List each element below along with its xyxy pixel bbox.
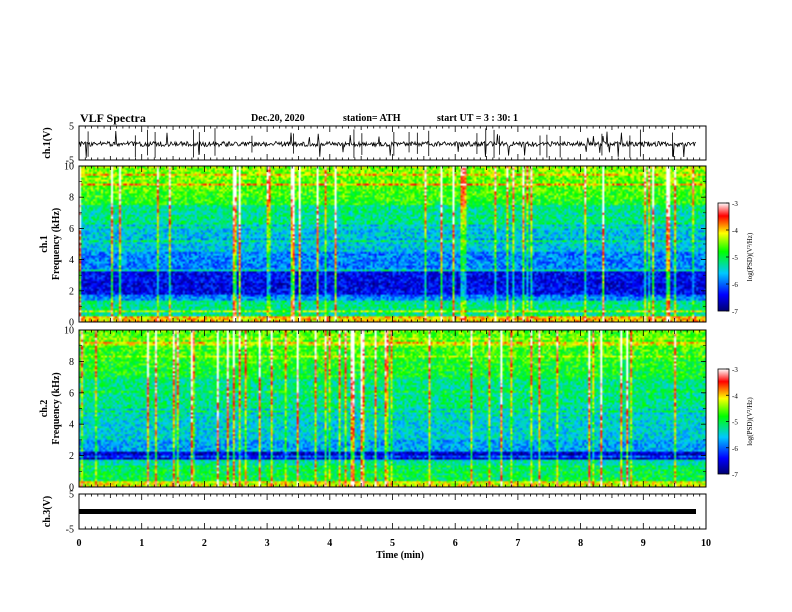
colorbar-tick-label-1: -7 — [732, 308, 738, 316]
y-tick-label-ch3: 5 — [69, 490, 74, 501]
y-tick-label-spec1: 6 — [69, 224, 74, 235]
x-tick-label: 5 — [390, 538, 395, 549]
x-tick-label: 1 — [139, 538, 144, 549]
y-tick-label-ch3: -5 — [66, 525, 74, 536]
y-tick-label-spec2: 6 — [69, 388, 74, 399]
colorbar-label-2: log(PSD)(V²/Hz) — [746, 397, 754, 446]
x-tick-label: 9 — [641, 538, 646, 549]
spectrogram-image-1 — [79, 166, 706, 322]
ch3-waveform-line — [79, 509, 696, 514]
x-tick-label: 10 — [701, 538, 711, 549]
y-axis-label-spec1: ch.1 — [39, 235, 50, 253]
y-tick-label-spec1: 4 — [69, 255, 74, 266]
start-time-label: start UT = 3 : 30: 1 — [437, 113, 519, 124]
y-axis-label-ch3: ch.3(V) — [42, 496, 53, 527]
colorbar-tick-label-2: -6 — [732, 445, 738, 453]
spectrogram-image-2 — [79, 330, 706, 487]
y-tick-label-spec1: 0 — [69, 318, 74, 329]
colorbar-tick-label-1: -3 — [732, 200, 738, 208]
colorbar-label-1: log(PSD)(V²/Hz) — [746, 232, 754, 281]
y-tick-label-spec2: 0 — [69, 483, 74, 494]
colorbar-tick-label-1: -6 — [732, 281, 738, 289]
colorbar-tick-label-2: -5 — [732, 419, 738, 427]
y-tick-label-spec2: 4 — [69, 420, 74, 431]
figure-title: VLF Spectra — [80, 111, 146, 125]
y-tick-label-spec2: 8 — [69, 357, 74, 368]
y-tick-label-spec1: 10 — [64, 162, 74, 173]
x-tick-label: 2 — [202, 538, 207, 549]
date-label: Dec.20, 2020 — [251, 113, 305, 124]
y-tick-label-spec2: 2 — [69, 451, 74, 462]
x-tick-label: 7 — [515, 538, 520, 549]
ch1-waveform-line — [78, 130, 697, 158]
y-axis-label-ch1: ch.1(V) — [42, 127, 53, 158]
x-tick-label: 0 — [77, 538, 82, 549]
colorbar-tick-label-2: -7 — [732, 471, 738, 479]
x-tick-label: 4 — [327, 538, 332, 549]
colorbar-tick-label-2: -4 — [732, 392, 738, 400]
x-tick-label: 3 — [265, 538, 270, 549]
station-label: station= ATH — [343, 113, 401, 124]
y-tick-label-ch1: 5 — [69, 122, 74, 133]
y-tick-label-spec2: 10 — [64, 326, 74, 337]
y-axis-label-spec2: ch.2 — [39, 400, 50, 418]
y-axis-label-spec2: Frequency (kHz) — [51, 372, 62, 444]
x-axis-label: Time (min) — [376, 550, 424, 561]
y-axis-label-spec1: Frequency (kHz) — [51, 208, 62, 280]
y-tick-label-ch1: -5 — [66, 156, 74, 167]
colorbar-tick-label-1: -4 — [732, 227, 738, 235]
x-tick-label: 8 — [578, 538, 583, 549]
colorbar-tick-label-2: -3 — [732, 366, 738, 374]
y-tick-label-spec1: 2 — [69, 286, 74, 297]
y-tick-label-spec1: 8 — [69, 193, 74, 204]
x-tick-label: 6 — [453, 538, 458, 549]
colorbar-tick-label-1: -5 — [732, 254, 738, 262]
